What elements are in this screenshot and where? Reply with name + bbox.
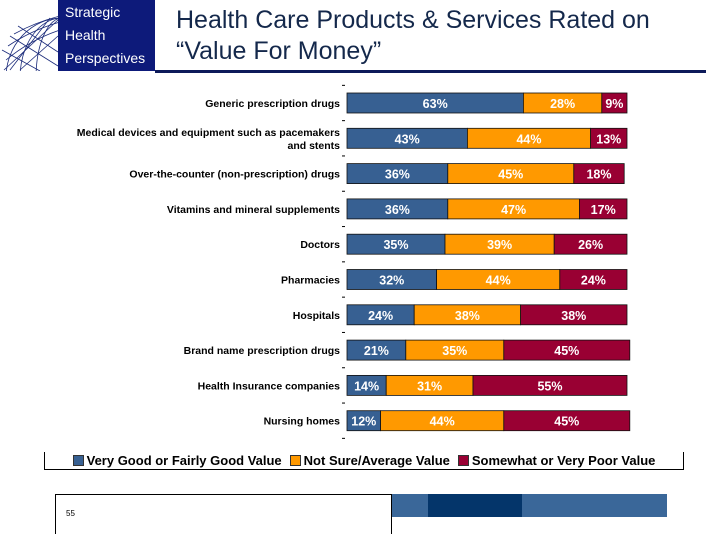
data-label: 45% <box>554 344 579 358</box>
title-line-2: “Value For Money” <box>176 37 382 65</box>
data-label: 45% <box>498 168 523 182</box>
data-label: 44% <box>516 132 541 146</box>
data-label: 38% <box>561 309 586 323</box>
data-label: 43% <box>395 132 420 146</box>
data-label: 44% <box>430 415 455 429</box>
data-label: 44% <box>486 274 511 288</box>
category-label: Health Insurance companies <box>198 380 341 392</box>
data-label: 26% <box>578 238 603 252</box>
bar-segment-poor <box>503 410 631 432</box>
legend-item-average: Not Sure/Average Value <box>289 453 450 468</box>
footer-box: 55 <box>55 494 392 534</box>
category-label: Vitamins and mineral supplements <box>167 204 340 216</box>
bar-segment-poor <box>590 127 628 149</box>
data-label: 32% <box>379 274 404 288</box>
bar-segment-poor <box>553 233 628 255</box>
data-label: 24% <box>368 309 393 323</box>
data-label: 28% <box>550 97 575 111</box>
data-label: 12% <box>351 415 376 429</box>
legend-swatch-poor <box>457 455 469 466</box>
category-label: Brand name prescription drugs <box>184 345 341 357</box>
data-label: 31% <box>417 379 442 393</box>
data-label: 17% <box>591 203 616 217</box>
data-label: 24% <box>581 274 606 288</box>
chart-legend: Very Good or Fairly Good Value Not Sure/… <box>44 452 684 470</box>
data-label: 45% <box>554 415 579 429</box>
category-label: Medical devices and equipment such as pa… <box>77 127 340 152</box>
data-label: 39% <box>487 238 512 252</box>
data-label: 13% <box>596 132 621 146</box>
data-label: 55% <box>537 379 562 393</box>
category-label: Doctors <box>300 239 340 251</box>
legend-item-good: Very Good or Fairly Good Value <box>72 453 282 468</box>
data-label: 14% <box>354 379 379 393</box>
logo-globe-icon <box>0 0 58 71</box>
logo-line-perspectives: Perspectives <box>65 50 146 66</box>
category-label: Over-the-counter (non-prescription) drug… <box>129 169 340 181</box>
category-label: Pharmacies <box>281 275 340 287</box>
data-label: 18% <box>586 168 611 182</box>
category-label: Hospitals <box>293 310 340 322</box>
title-divider <box>155 70 706 73</box>
legend-label-poor: Somewhat or Very Poor Value <box>471 453 656 468</box>
legend-swatch-good <box>72 455 84 466</box>
data-label: 36% <box>385 203 410 217</box>
category-label: Nursing homes <box>264 416 341 428</box>
data-label: 9% <box>605 97 623 111</box>
data-label: 21% <box>364 344 389 358</box>
footer-decor-bar <box>428 494 522 517</box>
data-label: 35% <box>383 238 408 252</box>
footer-decor-bar <box>522 494 667 517</box>
bar-segment-poor <box>601 92 628 114</box>
data-label: 38% <box>455 309 480 323</box>
logo: Strategic Health Perspectives <box>58 0 155 71</box>
footer-decor-bar <box>392 494 428 517</box>
legend-item-poor: Somewhat or Very Poor Value <box>457 453 656 468</box>
data-label: 63% <box>423 97 448 111</box>
legend-swatch-average <box>289 455 301 466</box>
bar-segment-poor <box>559 269 628 290</box>
logo-line-health: Health <box>65 27 106 43</box>
bar-segment-poor <box>503 339 631 361</box>
logo-line-strategic: Strategic <box>65 4 121 20</box>
page-title: Health Care Products & Services Rated on… <box>176 5 650 67</box>
bar-segment-poor <box>520 304 628 326</box>
category-label: Generic prescription drugs <box>205 98 340 110</box>
legend-label-good: Very Good or Fairly Good Value <box>86 453 282 468</box>
data-label: 47% <box>501 203 526 217</box>
page-number: 55 <box>66 509 75 518</box>
title-line-1: Health Care Products & Services Rated on <box>176 6 650 34</box>
data-label: 35% <box>442 344 467 358</box>
bar-segment-poor <box>573 163 625 185</box>
bar-segment-poor <box>472 374 628 396</box>
bar-segment-poor <box>579 198 628 220</box>
legend-label-average: Not Sure/Average Value <box>303 453 450 468</box>
data-label: 36% <box>385 168 410 182</box>
